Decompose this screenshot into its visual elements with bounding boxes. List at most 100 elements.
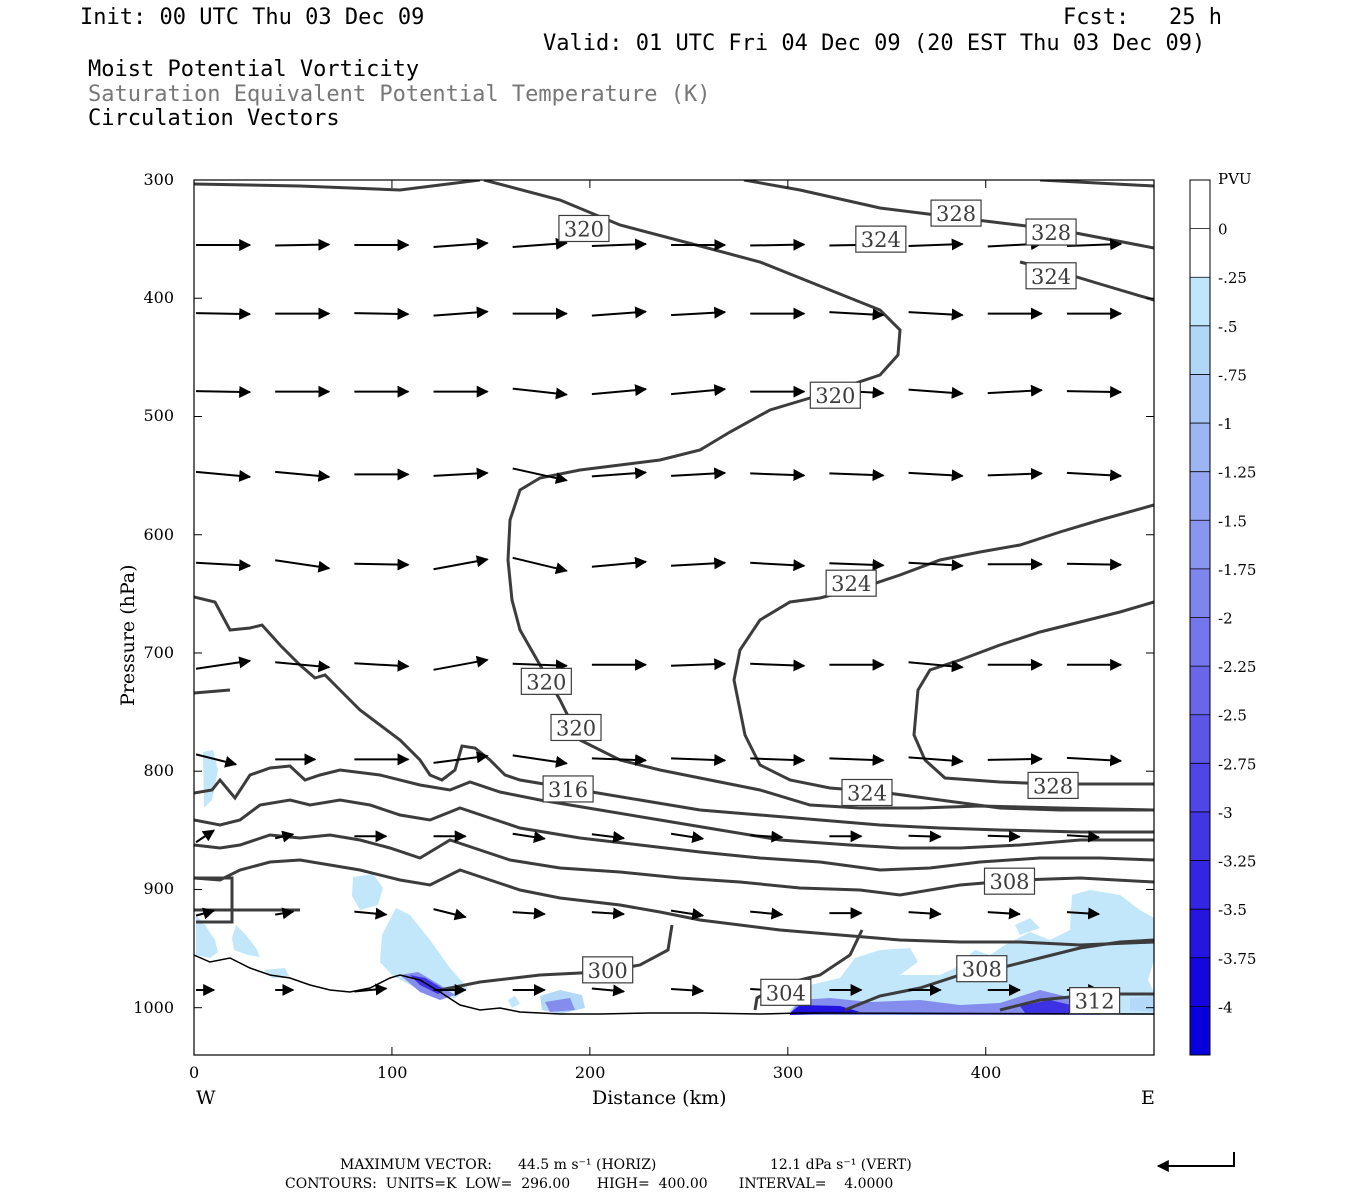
max-vector-vert: 12.1 dPa s⁻¹ (VERT) (770, 1157, 912, 1173)
circulation-vector (750, 753, 806, 766)
colorbar-band (1190, 277, 1210, 327)
circulation-vector (670, 467, 727, 480)
plot-frame (193, 179, 1155, 1056)
colorbar-band (1190, 957, 1210, 1007)
contour-label-text: 308 (962, 958, 1002, 982)
circulation-vector (195, 907, 216, 920)
contour-label-text: 320 (815, 384, 855, 408)
circulation-vector (512, 754, 568, 768)
circulation-vector (433, 908, 467, 921)
colorbar-level-label: -2 (1218, 610, 1233, 628)
contours-info: CONTOURS: UNITS=K LOW= 296.00 HIGH= 400.… (285, 1176, 894, 1192)
contour-label: 300 (582, 956, 634, 984)
circulation-vector (274, 830, 295, 843)
circulation-vector (195, 753, 238, 768)
circulation-vector (1066, 385, 1123, 398)
circulation-vector (512, 237, 568, 250)
x-tick-label: 400 (970, 1063, 1002, 1082)
circulation-vector (987, 830, 1021, 843)
y-tick-label: 900 (143, 879, 174, 899)
circulation-vector (591, 830, 626, 843)
circulation-vector (433, 237, 489, 250)
contour-label: 308 (983, 867, 1036, 895)
circulation-vector (275, 559, 331, 573)
max-vector-label: MAXIMUM VECTOR: (340, 1157, 492, 1173)
colorbar-level-label: -2.5 (1218, 707, 1247, 725)
x-tick-label: 200 (574, 1063, 606, 1082)
contour-label-text: 320 (564, 217, 604, 241)
y-tick-label: 300 (143, 170, 174, 189)
circulation-vector (512, 659, 568, 672)
colorbar-band (1190, 763, 1210, 813)
circulation-vector (1066, 469, 1123, 482)
y-tick-label: 500 (143, 406, 174, 426)
colorbar-band (1190, 1006, 1210, 1056)
circulation-vector (354, 983, 388, 996)
colorbar-level-label: -3.25 (1218, 853, 1256, 871)
circulation-vector (908, 907, 942, 920)
x-axis-label: Distance (km) (592, 1087, 727, 1109)
contour-label-text: 316 (548, 778, 588, 802)
init-time: Init: 00 UTC Thu 03 Dec 09 (80, 5, 425, 30)
circulation-vector (354, 307, 410, 320)
y-tick-label: 1000 (133, 997, 174, 1017)
contour-label-text: 308 (989, 870, 1029, 894)
contour-label-text: 320 (556, 716, 596, 740)
circulation-vector (670, 384, 727, 397)
circulation-vector (275, 469, 331, 482)
circulation-vector (512, 387, 568, 400)
terrain-line (194, 954, 1154, 1015)
contour-label-text: 328 (1031, 221, 1071, 245)
contour-label: 328 (1025, 218, 1077, 246)
field-title-mpv: Moist Potential Vorticity (88, 57, 420, 82)
contour-label: 324 (825, 569, 877, 597)
circulation-vector (354, 558, 410, 571)
circulation-vector (908, 386, 964, 399)
circulation-vector (987, 384, 1043, 397)
circulation-vector (908, 754, 964, 767)
field-title-vectors: Circulation Vectors (88, 106, 340, 131)
colorbar-band (1190, 325, 1210, 375)
colorbar-level-label: -.75 (1218, 366, 1247, 384)
contour-label-text: 300 (588, 959, 628, 983)
contour-label: 328 (1027, 771, 1079, 800)
circulation-vector (195, 656, 252, 670)
contour-label-text: 312 (1075, 990, 1115, 1014)
colorbar-level-label: -3.75 (1218, 950, 1256, 968)
circulation-vector (354, 907, 388, 920)
y-tick-label: 600 (143, 524, 174, 544)
circulation-vector (195, 307, 252, 320)
y-tick-label: 700 (143, 642, 174, 662)
contour-label: 324 (855, 225, 907, 253)
colorbar-band (1190, 714, 1210, 764)
reference-vector (1156, 1152, 1235, 1172)
circulation-vector (670, 831, 705, 844)
colorbar-level-label: -3.5 (1218, 901, 1247, 919)
colorbar-band (1190, 374, 1210, 424)
colorbar-level-label: -1.25 (1218, 464, 1256, 482)
contour-label: 328 (930, 199, 982, 227)
colorbar-band (1190, 520, 1210, 570)
max-vector-horiz: 44.5 m s⁻¹ (HORIZ) (518, 1157, 657, 1173)
circulation-vector (750, 659, 806, 672)
circulation-vector (195, 559, 252, 572)
contour-label: 324 (1025, 262, 1077, 290)
circulation-vector (908, 469, 964, 482)
circulation-vector (1066, 238, 1123, 251)
x-tick-label: 100 (376, 1063, 408, 1082)
colorbar-band (1190, 180, 1210, 230)
colorbar-level-label: -.5 (1218, 318, 1237, 336)
circulation-vector (591, 467, 648, 480)
colorbar-level-label: -2.75 (1218, 755, 1256, 773)
circulation-vector (1066, 907, 1101, 920)
colorbar-level-label: -2.25 (1218, 658, 1256, 676)
contour-label-text: 324 (831, 572, 871, 596)
colorbar-band (1190, 471, 1210, 521)
colorbar-level-label: -3 (1218, 804, 1233, 822)
circulation-vector (987, 753, 1043, 766)
circulation-vector (512, 907, 546, 920)
contour-label: 316 (542, 775, 594, 803)
contour-label: 320 (520, 667, 572, 695)
circulation-vector (591, 384, 648, 397)
